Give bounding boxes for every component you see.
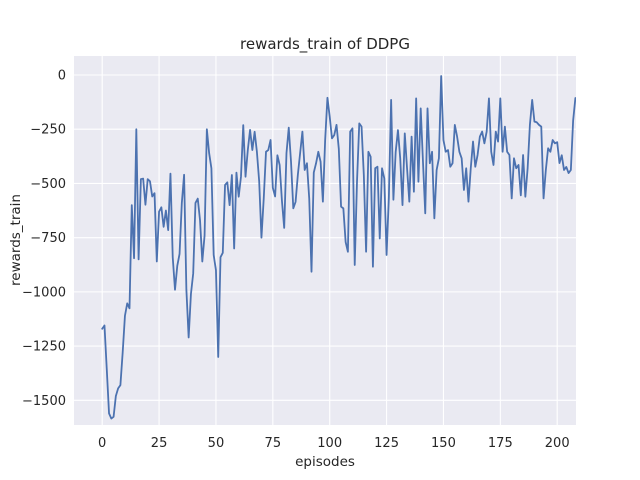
x-tick-label: 25 [151, 436, 168, 451]
x-tick-label: 75 [265, 436, 282, 451]
chart-title: rewards_train of DDPG [240, 35, 410, 54]
x-tick-label: 125 [374, 436, 399, 451]
y-tick-label: −250 [30, 123, 66, 138]
y-tick-label: −1000 [22, 285, 66, 300]
x-tick-label: 150 [431, 436, 456, 451]
y-tick-labels: 0 −250 −500 −750 −1000 −1250 −1500 [22, 69, 66, 409]
y-tick-label: −750 [30, 231, 66, 246]
x-tick-label: 100 [317, 436, 342, 451]
y-tick-label: 0 [58, 69, 66, 84]
y-tick-label: −1500 [22, 394, 66, 409]
x-tick-label: 50 [208, 436, 225, 451]
x-tick-label: 200 [545, 436, 570, 451]
x-axis-label: episodes [295, 454, 355, 470]
y-tick-label: −500 [30, 177, 66, 192]
y-axis-label: rewards_train [8, 194, 24, 286]
x-tick-labels: 0 25 50 75 100 125 150 175 200 [98, 436, 570, 451]
y-tick-label: −1250 [22, 340, 66, 355]
x-tick-label: 175 [488, 436, 513, 451]
x-tick-label: 0 [98, 436, 106, 451]
line-series [101, 75, 576, 420]
